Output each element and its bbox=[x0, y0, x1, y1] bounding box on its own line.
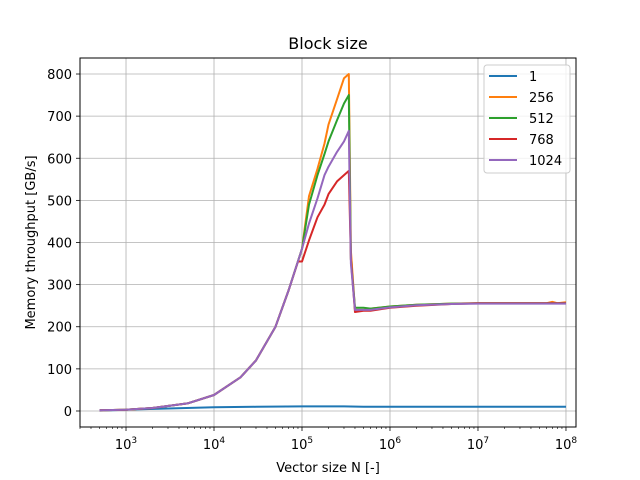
legend: 1 256 512 768 1024 bbox=[483, 64, 571, 174]
y-tick-label: 500 bbox=[47, 194, 72, 209]
x-tick-label: 103 bbox=[115, 436, 137, 453]
legend-label-256: 256 bbox=[529, 91, 554, 106]
y-tick-label: 0 bbox=[64, 405, 72, 420]
legend-label-768: 768 bbox=[529, 133, 554, 148]
y-tick-label: 600 bbox=[47, 152, 72, 167]
legend-label-1: 1 bbox=[529, 70, 537, 85]
y-axis-label: Memory throughput [GB/s] bbox=[24, 155, 39, 329]
x-tick-label: 104 bbox=[203, 436, 226, 453]
x-tick-label: 107 bbox=[467, 436, 489, 453]
y-tick-label: 800 bbox=[47, 68, 72, 83]
series-line-1 bbox=[99, 405, 566, 412]
x-tick-label: 105 bbox=[291, 436, 313, 453]
y-tick-label: 300 bbox=[47, 279, 72, 294]
series-lines bbox=[99, 73, 567, 412]
chart-title: Block size bbox=[288, 34, 367, 53]
x-axis-label: Vector size N [-] bbox=[276, 461, 380, 476]
y-tick-label: 200 bbox=[47, 321, 72, 336]
series-line-1024 bbox=[99, 129, 566, 412]
y-axis: 0 100 200 300 400 500 600 700 800 bbox=[47, 68, 80, 420]
x-tick-label: 108 bbox=[555, 436, 578, 453]
legend-label-1024: 1024 bbox=[529, 154, 562, 169]
series-line-768 bbox=[99, 169, 566, 412]
legend-label-512: 512 bbox=[529, 112, 554, 127]
y-tick-label: 700 bbox=[47, 110, 72, 125]
x-axis: 103 104 105 106 107 108 bbox=[79, 427, 578, 453]
y-tick-label: 100 bbox=[47, 363, 72, 378]
legend-box bbox=[483, 64, 571, 174]
x-tick-label: 106 bbox=[379, 436, 402, 453]
y-tick-label: 400 bbox=[47, 237, 72, 252]
